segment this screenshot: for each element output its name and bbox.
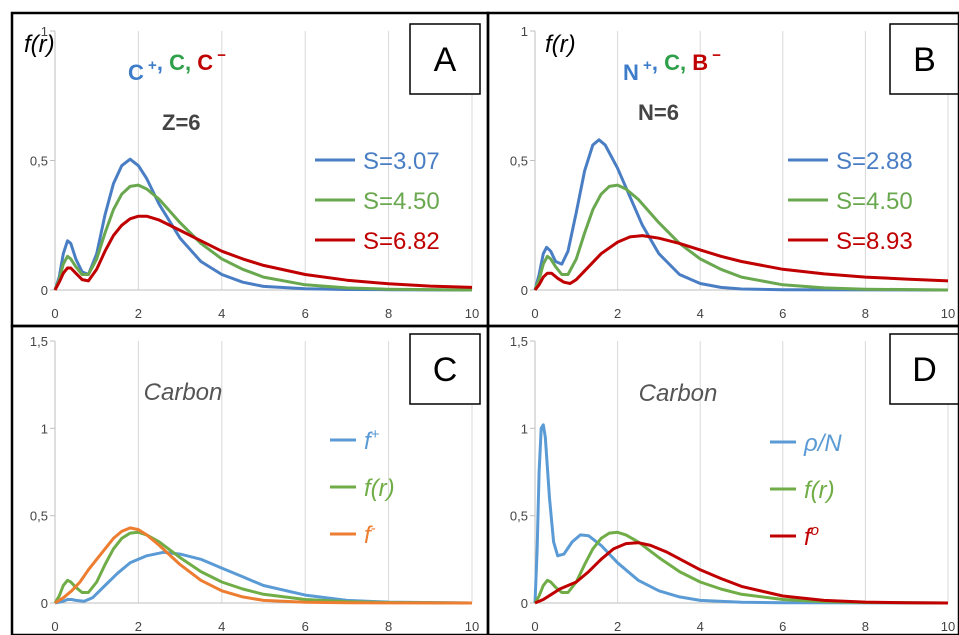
x-tick-label: 6 bbox=[302, 619, 309, 634]
y-tick-label: 0,5 bbox=[30, 509, 48, 524]
x-tick-label: 2 bbox=[135, 306, 142, 321]
panel-d: 0 2 4 6 8 10 0 0,5 1 1,5 ρ/N f(r) fo Carbon D bbox=[488, 326, 959, 635]
species-label: C +, C, C − bbox=[128, 47, 226, 85]
species-label: N +, C, B − bbox=[623, 47, 721, 85]
legend-label: S=2.88 bbox=[836, 148, 913, 175]
y-tick-label: 0,5 bbox=[30, 154, 48, 169]
x-tick-label: 0 bbox=[51, 619, 58, 634]
legend-label: f(r) bbox=[804, 477, 835, 504]
x-tick-label: 0 bbox=[531, 306, 538, 321]
series-line-2 bbox=[535, 532, 948, 603]
y-tick-label: 0 bbox=[41, 283, 48, 298]
subtitle: Z=6 bbox=[162, 110, 201, 135]
x-tick-label: 6 bbox=[779, 619, 786, 634]
y-label: f(r) bbox=[24, 31, 55, 58]
y-tick-label: 0,5 bbox=[510, 509, 528, 524]
x-tick-label: 4 bbox=[218, 306, 225, 321]
y-tick-label: 0 bbox=[41, 596, 48, 611]
x-tick-label: 0 bbox=[531, 619, 538, 634]
y-tick-label: 1,5 bbox=[30, 334, 48, 349]
x-tick-label: 4 bbox=[697, 306, 704, 321]
legend-label: S=4.50 bbox=[363, 188, 440, 215]
legend-label: S=4.50 bbox=[836, 188, 913, 215]
y-tick-label: 0,5 bbox=[510, 154, 528, 169]
panel-b: 0 2 4 6 8 10 0 0,5 1 S=2.88 S=4.50 S=8.93 f(r) N +, C… bbox=[488, 13, 959, 326]
panel-letter: C bbox=[433, 351, 458, 389]
panel-c: 0 2 4 6 8 10 0 0,5 1 1,5 f+ f(r) f- Carbon C bbox=[12, 326, 488, 635]
y-tick-label: 1 bbox=[41, 421, 48, 436]
series-line-1 bbox=[535, 425, 948, 603]
y-label: f(r) bbox=[545, 31, 576, 58]
legend-label: S=8.93 bbox=[836, 228, 913, 255]
x-tick-label: 6 bbox=[302, 306, 309, 321]
element-label: Carbon bbox=[144, 379, 223, 406]
subtitle: N=6 bbox=[638, 100, 679, 125]
panel-letter: B bbox=[913, 41, 936, 79]
y-tick-label: 1 bbox=[521, 24, 528, 39]
legend-label: S=6.82 bbox=[363, 228, 440, 255]
x-tick-label: 8 bbox=[862, 306, 869, 321]
x-tick-label: 10 bbox=[465, 306, 479, 321]
y-tick-label: 1,5 bbox=[510, 334, 528, 349]
element-label: Carbon bbox=[639, 380, 718, 407]
x-tick-label: 10 bbox=[941, 306, 955, 321]
legend-label: f+ bbox=[364, 426, 380, 455]
legend-label: f(r) bbox=[364, 475, 395, 502]
legend-label: fo bbox=[804, 522, 819, 551]
x-tick-label: 2 bbox=[135, 619, 142, 634]
panel-letter: A bbox=[434, 41, 457, 79]
x-tick-label: 2 bbox=[614, 306, 621, 321]
x-tick-label: 0 bbox=[51, 306, 58, 321]
x-tick-label: 10 bbox=[941, 619, 955, 634]
legend-label: ρ/N bbox=[803, 430, 842, 457]
x-tick-label: 6 bbox=[779, 306, 786, 321]
series-line-1 bbox=[55, 159, 472, 290]
series-line-2 bbox=[55, 532, 472, 603]
x-tick-label: 4 bbox=[697, 619, 704, 634]
y-tick-label: 1 bbox=[521, 421, 528, 436]
y-tick-label: 0 bbox=[521, 596, 528, 611]
x-tick-label: 10 bbox=[465, 619, 479, 634]
x-tick-label: 8 bbox=[385, 619, 392, 634]
legend-label: S=3.07 bbox=[363, 148, 440, 175]
x-tick-label: 8 bbox=[385, 306, 392, 321]
panel-letter: D bbox=[912, 351, 937, 389]
x-tick-label: 4 bbox=[218, 619, 225, 634]
legend-label: f- bbox=[364, 520, 376, 549]
y-tick-label: 0 bbox=[521, 283, 528, 298]
series-line-3 bbox=[55, 528, 472, 603]
x-tick-label: 2 bbox=[614, 619, 621, 634]
x-tick-label: 8 bbox=[862, 619, 869, 634]
